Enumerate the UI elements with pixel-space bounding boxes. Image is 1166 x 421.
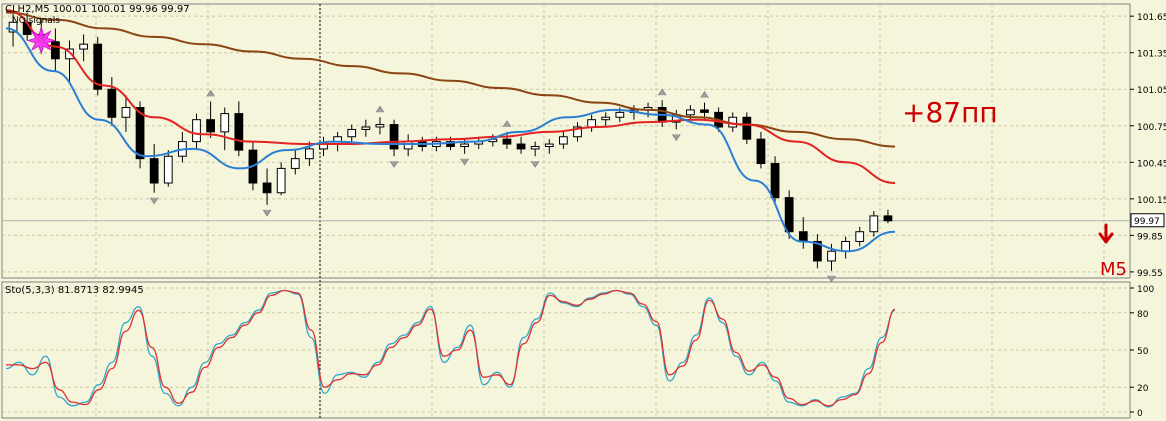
candle-body (163, 155, 173, 184)
candle-body (460, 143, 469, 147)
current-price-box (1130, 213, 1165, 228)
stochastic-title: Sto(5,3,3) 81.8713 82.9945 (5, 285, 144, 296)
candle-body (192, 119, 201, 143)
candle-body (530, 145, 540, 150)
candle-body (65, 48, 74, 60)
signal-marker (26, 25, 57, 56)
candle-body (516, 143, 526, 150)
candle-body (107, 88, 117, 118)
candle-body (601, 116, 611, 121)
candle-body (8, 21, 18, 33)
price-tick-label: 101.35 (1137, 50, 1166, 60)
fractal-down-marker (827, 275, 836, 283)
candle-body (220, 113, 230, 133)
candle-body (827, 250, 836, 262)
candle-body (587, 119, 596, 128)
candle-body (544, 143, 554, 147)
candle-body (742, 116, 752, 140)
fractal-up-marker (700, 91, 709, 98)
stochastic-line-main (5, 289, 896, 408)
candle-body (361, 126, 371, 130)
price-axis: 101.65 101.35 101.05 100.75 100.45 100.15 99.8… (1130, 13, 1166, 419)
candle-body (403, 141, 413, 150)
candle-body (149, 158, 159, 184)
moving-average-line (5, 27, 896, 253)
fractal-down-marker (389, 161, 399, 168)
candle-body (700, 109, 709, 113)
price-tick-label: 99.55 (1137, 269, 1163, 279)
stochastic-line-signal (5, 289, 896, 407)
current-price-label: 99.97 (1134, 217, 1160, 227)
candle-body (756, 138, 766, 165)
main-price-panel (5, 9, 896, 283)
candle-body (347, 128, 357, 138)
fractal-up-marker (502, 120, 512, 128)
candle-body (784, 197, 794, 233)
fractal-down-marker (460, 158, 469, 166)
stoch-tick-label: 20 (1137, 384, 1149, 394)
fractal-down-marker (672, 134, 681, 141)
moving-average-line (5, 9, 896, 184)
candle-body (869, 215, 879, 233)
fractal-down-marker (530, 161, 540, 168)
signals-label: NO signals (12, 16, 60, 26)
candle-body (686, 109, 695, 116)
down-arrow-icon (1098, 223, 1114, 244)
price-tick-label: 101.05 (1137, 86, 1166, 96)
candle-body (135, 107, 145, 160)
stoch-tick-label: 0 (1137, 409, 1143, 419)
fractal-up-marker (657, 88, 667, 96)
price-tick-label: 100.15 (1137, 196, 1166, 206)
candle-body (206, 119, 215, 133)
main-panel-frame (1, 3, 1131, 279)
candle-body (234, 113, 244, 151)
fractal-down-marker (262, 209, 272, 217)
candle-body (813, 240, 822, 262)
grid (1, 3, 1131, 419)
timeframe-annotation: M5 (1100, 259, 1127, 280)
price-tick-label: 101.65 (1137, 13, 1166, 23)
candle-body (262, 182, 272, 194)
candle-body (855, 231, 865, 242)
candle-body (276, 167, 286, 194)
symbol-info: CLH2,M5 100.01 100.01 99.96 99.97 (5, 4, 190, 15)
candle-body (333, 136, 342, 145)
candle-body (841, 240, 850, 252)
price-tick-label: 99.85 (1137, 232, 1163, 242)
price-tick-label: 100.75 (1137, 123, 1166, 133)
profit-annotation: +87пп (902, 96, 998, 129)
fractal-up-marker (375, 105, 385, 113)
candle-body (770, 163, 780, 199)
stoch-tick-label: 80 (1137, 310, 1149, 320)
stochastic-panel (5, 289, 896, 408)
candle-body (290, 158, 300, 169)
fractal-up-marker (206, 89, 215, 97)
candle-body (559, 136, 568, 145)
fractal-down-marker (149, 197, 159, 205)
stoch-tick-label: 100 (1137, 285, 1154, 295)
candle-body (375, 124, 385, 128)
candle-body (51, 41, 60, 60)
candle-body (121, 107, 131, 118)
candle-body (798, 231, 808, 242)
candle-body (79, 43, 88, 50)
price-tick-label: 100.45 (1137, 159, 1166, 169)
candle-body (93, 43, 103, 90)
candle-body (615, 111, 625, 118)
candle-body (389, 124, 399, 150)
candle-body (502, 138, 512, 145)
candle-body (305, 148, 314, 160)
stoch-tick-label: 50 (1137, 347, 1149, 357)
candle-body (573, 126, 582, 138)
candle-body (883, 215, 893, 222)
